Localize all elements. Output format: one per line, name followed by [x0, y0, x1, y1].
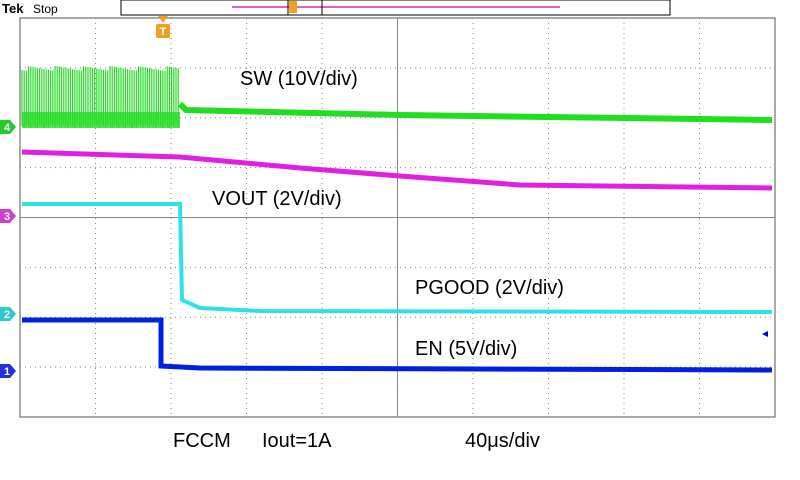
channel-marker: [0, 120, 16, 134]
brand: Tek: [2, 1, 24, 16]
status: Stop: [33, 2, 58, 16]
trigger-position: [289, 1, 297, 13]
channel-label: VOUT (2V/div): [212, 188, 342, 210]
pgood-trace: [22, 202, 773, 314]
sw-band: [22, 112, 180, 128]
channel-marker: [0, 364, 16, 378]
level-arrow: [762, 331, 768, 337]
channel-marker: [0, 307, 16, 321]
channel-number: 3: [4, 211, 10, 223]
graticule: [19, 17, 776, 418]
trigger-label: T: [160, 26, 167, 38]
channel-number: 1: [4, 366, 10, 378]
channel-number: 4: [4, 122, 11, 134]
timebase: 40μs/div: [465, 430, 540, 452]
channel-marker: [0, 209, 16, 223]
channel-label: SW (10V/div): [240, 68, 358, 90]
channel-number: 2: [4, 309, 10, 321]
view-bracket: [287, 0, 323, 16]
mode: FCCM: [173, 430, 231, 452]
sw-trace: [177, 101, 773, 123]
load: Iout=1A: [262, 430, 332, 452]
trigger-arrow: [158, 16, 168, 23]
vout-trace: [21, 149, 773, 191]
traces: [21, 66, 773, 373]
channel-label: EN (5V/div): [415, 338, 517, 360]
sw-burst: [21, 66, 179, 128]
trigger-marker: [156, 24, 170, 38]
en-trace: [22, 317, 773, 373]
channel-label: PGOOD (2V/div): [415, 277, 564, 299]
